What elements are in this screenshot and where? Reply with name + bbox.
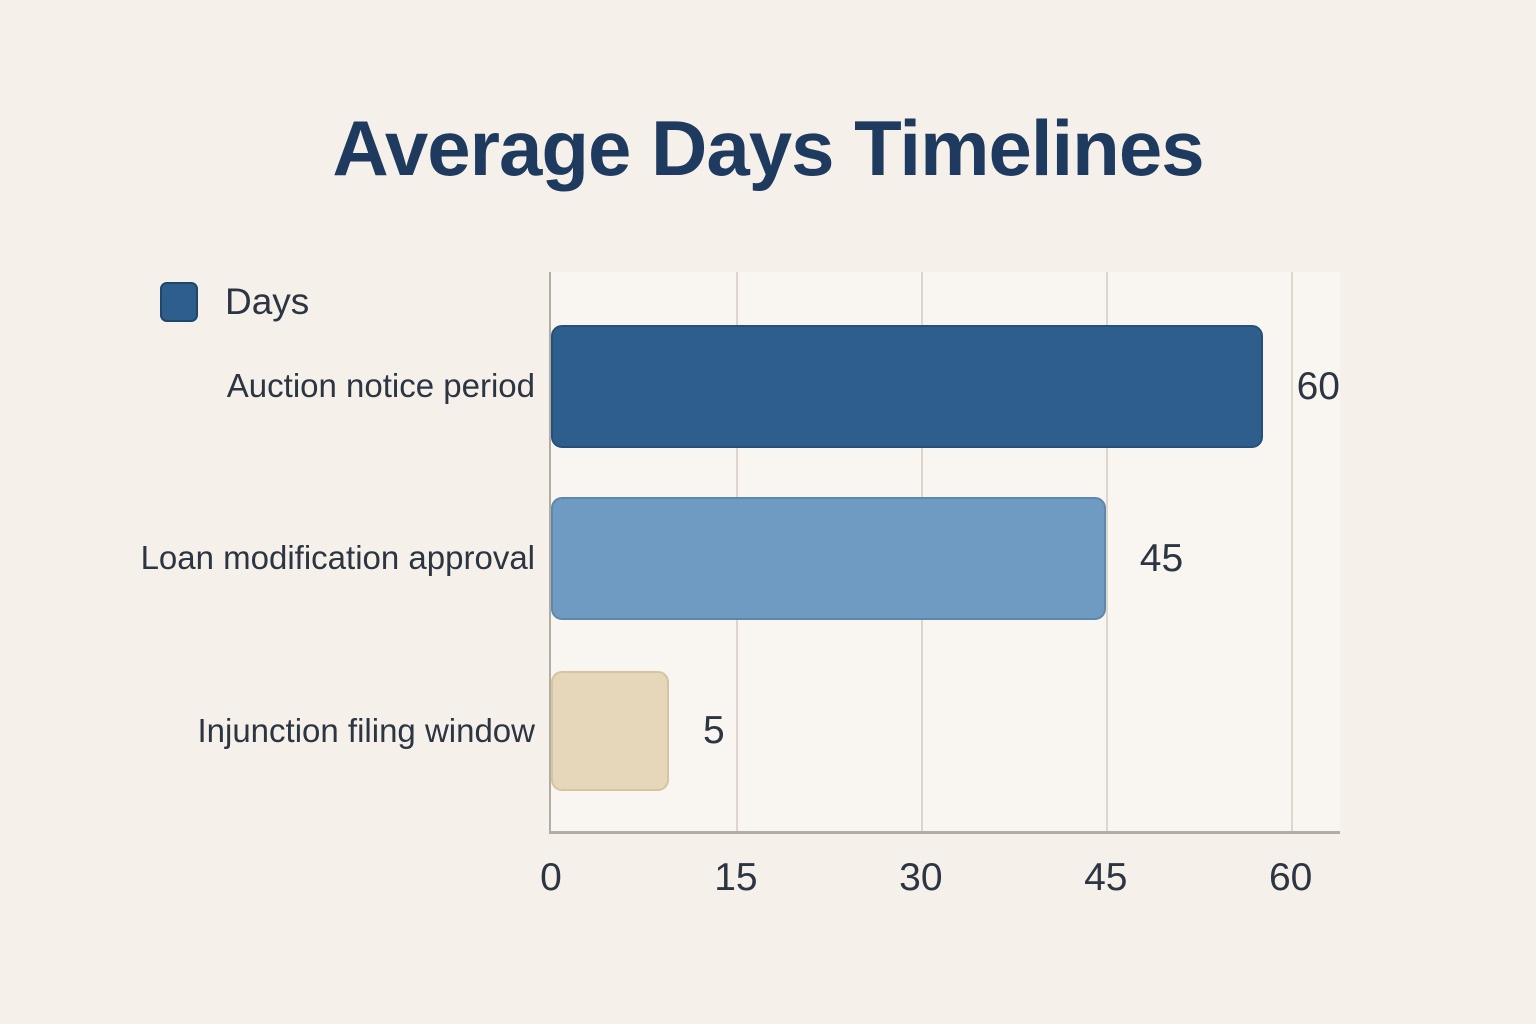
bar-row: 45 <box>551 497 1340 620</box>
bar-3 <box>551 671 669 791</box>
chart-title: Average Days Timelines <box>332 104 1204 192</box>
bar-value-label: 45 <box>1139 536 1184 580</box>
bar-2 <box>551 497 1106 620</box>
bar-row: 5 <box>551 671 1340 791</box>
x-tick-label: 45 <box>1084 856 1128 899</box>
x-tick-label: 60 <box>1268 856 1313 899</box>
x-axis-line <box>549 831 1340 834</box>
legend-swatch-days <box>160 282 198 322</box>
bar-1 <box>551 325 1263 448</box>
category-label: Loan modification approval <box>140 539 535 577</box>
gridline-60 <box>1290 272 1293 833</box>
category-label: Injunction filing window <box>197 711 535 749</box>
x-tick-label: 30 <box>899 856 943 899</box>
bar-value-label: 5 <box>703 709 725 752</box>
legend: Days <box>160 280 309 324</box>
gridline-45 <box>1105 272 1108 833</box>
x-tick-label: 15 <box>714 856 758 899</box>
plot-area: 60 45 5 <box>551 272 1340 833</box>
bar-row: 60 <box>551 325 1340 448</box>
category-label: Auction notice period <box>226 367 535 405</box>
legend-label-days: Days <box>225 281 310 322</box>
y-axis-line <box>549 272 551 833</box>
bar-value-label: 60 <box>1296 364 1340 408</box>
x-tick-label: 0 <box>540 856 562 899</box>
